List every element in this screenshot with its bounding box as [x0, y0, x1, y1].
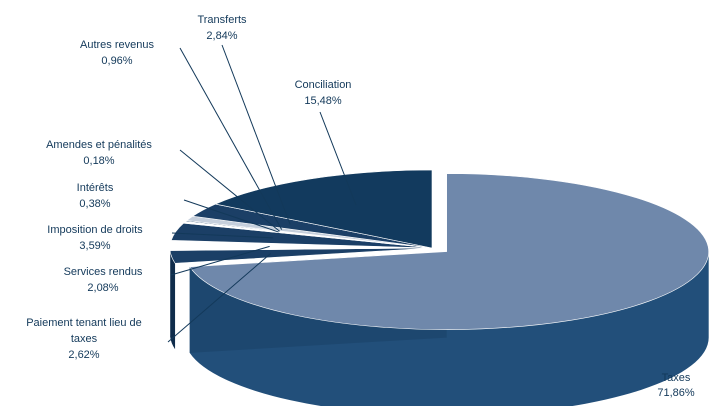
leader-line-transferts [221, 44, 291, 225]
label-transferts: Transferts [197, 14, 247, 26]
label-services-rendus: Services rendus [64, 266, 143, 278]
value-services-rendus: 2,08% [87, 282, 118, 294]
leader-line-interets [183, 199, 279, 233]
value-paiement-tenant-lieu-de-taxes: 2,62% [68, 349, 99, 361]
leader-line-paiement-tenant-lieu-de-taxes [167, 253, 271, 343]
label-paiement-tenant-lieu-de-taxes-line1: Paiement tenant lieu de [26, 317, 142, 329]
slice-conciliation [214, 169, 433, 249]
label-interets: Intérêts [77, 182, 114, 194]
value-amendes-et-penalites: 0,18% [83, 155, 114, 167]
slice-taxes [189, 173, 709, 330]
leader-line-conciliation [319, 111, 357, 206]
label-imposition-de-droits: Imposition de droits [47, 224, 143, 236]
pie-slices [169, 169, 709, 406]
label-autres-revenus: Autres revenus [80, 39, 154, 51]
value-interets: 0,38% [79, 198, 110, 210]
value-imposition-de-droits: 3,59% [79, 240, 110, 252]
label-amendes-et-penalites: Amendes et pénalités [46, 139, 152, 151]
leader-line-services-rendus [170, 245, 270, 276]
slice-side-taxes [189, 251, 709, 406]
label-conciliation: Conciliation [295, 79, 352, 91]
value-taxes: 71,86% [657, 387, 695, 399]
value-transferts: 2,84% [206, 30, 237, 42]
label-taxes: Taxes [662, 372, 691, 384]
leader-line-autres-revenus [179, 47, 283, 230]
leader-line-amendes-et-penalites [179, 149, 280, 232]
slice-side-paiement-tenant-lieu-de-taxes [170, 250, 176, 350]
leader-lines [167, 44, 357, 343]
value-conciliation: 15,48% [304, 95, 342, 107]
label-paiement-tenant-lieu-de-taxes-line2: taxes [71, 333, 98, 345]
leader-line-imposition-de-droits [171, 232, 274, 239]
value-autres-revenus: 0,96% [101, 55, 132, 67]
